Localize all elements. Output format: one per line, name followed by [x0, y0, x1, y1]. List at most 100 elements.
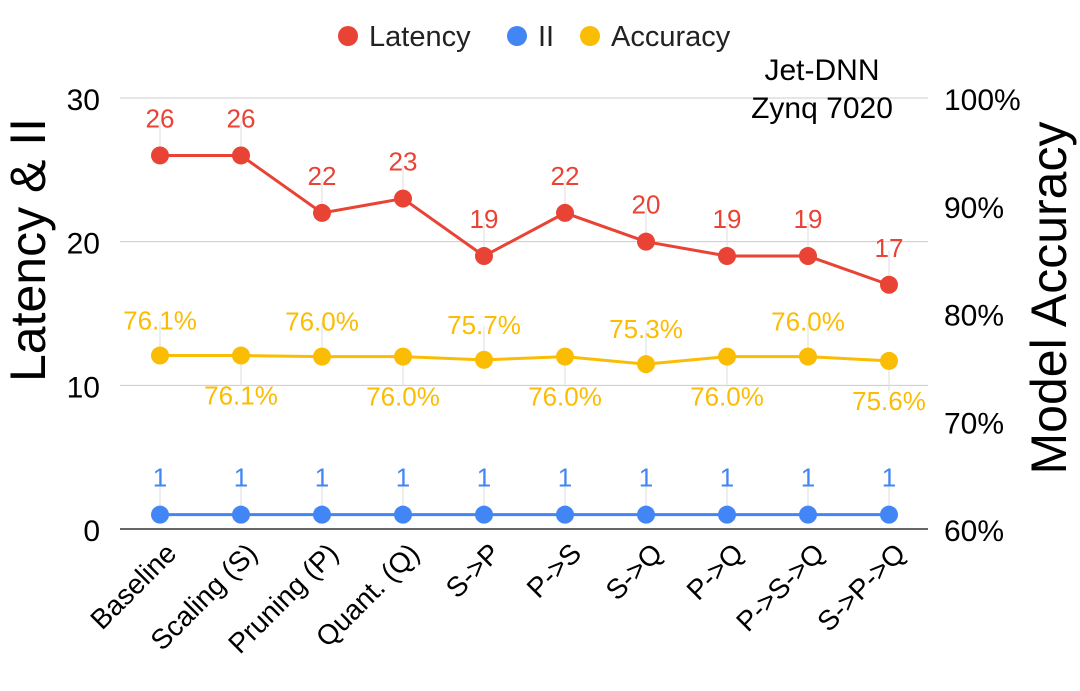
- y-right-tick-label: 60%: [944, 515, 1004, 548]
- data-label: 75.7%: [447, 310, 521, 340]
- series-latency: [151, 121, 898, 294]
- data-point: [475, 505, 493, 524]
- data-point: [880, 351, 898, 370]
- y-right-tick-label: 70%: [944, 407, 1004, 440]
- data-point: [718, 347, 736, 366]
- data-point: [232, 146, 250, 165]
- data-label: 1: [882, 463, 896, 493]
- y-right-tick-label: 90%: [944, 192, 1004, 225]
- series-line: [160, 153, 890, 287]
- legend-label: II: [538, 21, 554, 53]
- data-label: 1: [153, 463, 167, 493]
- data-label: 19: [713, 204, 742, 234]
- data-label: 1: [315, 463, 329, 493]
- data-point: [799, 247, 817, 266]
- data-point: [556, 347, 574, 366]
- data-label: 22: [308, 161, 337, 191]
- data-label: 1: [639, 463, 653, 493]
- y-right-tick-label: 100%: [944, 84, 1021, 117]
- y-axis-title-left: Latency & II: [0, 118, 56, 382]
- legend-marker: [507, 26, 527, 46]
- data-point: [394, 189, 412, 208]
- gridlines: [120, 97, 928, 530]
- data-label: 1: [234, 463, 248, 493]
- annotation-line-2: Zynq 7020: [751, 92, 893, 125]
- y-left-tick-label: 10: [67, 371, 100, 404]
- category-label: P->Q: [681, 537, 750, 606]
- category-label: P->S: [521, 537, 587, 603]
- y-right-tick-label: 80%: [944, 300, 1004, 333]
- y-left-tick-label: 0: [83, 515, 100, 548]
- data-point: [718, 247, 736, 266]
- data-point: [718, 505, 736, 524]
- data-point: [151, 146, 169, 165]
- category-label: S->Q: [600, 537, 669, 606]
- data-point: [799, 505, 817, 524]
- data-point: [880, 505, 898, 524]
- series-line: [160, 354, 890, 366]
- data-label: 75.6%: [852, 386, 926, 416]
- data-point: [313, 505, 331, 524]
- data-label: 76.1%: [204, 381, 278, 411]
- y-left-tick-label: 30: [67, 84, 100, 117]
- data-label: 76.0%: [690, 382, 764, 412]
- data-label: 75.3%: [609, 314, 683, 344]
- data-point: [637, 505, 655, 524]
- legend-label: Latency: [369, 21, 471, 53]
- axis-ticks: 0 10 20 30 60% 70% 80% 90% 100%: [67, 84, 1021, 548]
- series-accuracy: [151, 321, 898, 391]
- data-label: 76.1%: [123, 306, 197, 336]
- data-label: 76.0%: [285, 307, 359, 337]
- legend-item-accuracy: Accuracy: [580, 21, 731, 53]
- data-label: 20: [632, 190, 661, 220]
- series-layer: [151, 121, 898, 524]
- category-label: P->S->Q: [730, 537, 830, 637]
- series-ii: [151, 480, 898, 524]
- legend-item-ii: II: [507, 21, 554, 53]
- data-labels: 26 26 22 23 19 22 20 19 19 17 1 1 1 1 1 1 1 1 1 1 76.1% 76.1%…: [123, 103, 926, 492]
- data-point: [151, 505, 169, 524]
- data-point: [637, 355, 655, 374]
- data-label: 1: [720, 463, 734, 493]
- data-point: [556, 505, 574, 524]
- data-point: [151, 346, 169, 365]
- data-point: [394, 505, 412, 524]
- data-point: [313, 203, 331, 222]
- data-point: [475, 350, 493, 369]
- data-label: 76.0%: [771, 307, 845, 337]
- category-label: S->P: [440, 537, 506, 603]
- data-point: [475, 247, 493, 266]
- data-label: 19: [794, 204, 823, 234]
- data-point: [232, 346, 250, 365]
- data-label: 1: [396, 463, 410, 493]
- legend-item-latency: Latency: [338, 21, 471, 53]
- data-label: 1: [558, 463, 572, 493]
- legend-label: Accuracy: [611, 21, 731, 53]
- data-point: [556, 203, 574, 222]
- data-label: 1: [477, 463, 491, 493]
- data-label: 1: [801, 463, 815, 493]
- category-label: S->P->Q: [811, 537, 911, 637]
- data-point: [313, 347, 331, 366]
- data-label: 26: [227, 103, 256, 133]
- data-label: 23: [389, 147, 418, 177]
- annotation-line-1: Jet-DNN: [764, 54, 879, 87]
- data-point: [394, 347, 412, 366]
- data-label: 76.0%: [366, 382, 440, 412]
- data-point: [232, 505, 250, 524]
- data-point: [880, 275, 898, 294]
- legend-marker: [338, 26, 358, 46]
- data-label: 22: [551, 161, 580, 191]
- y-axis-title-right: Model Accuracy: [1021, 122, 1077, 475]
- data-label: 26: [146, 103, 175, 133]
- y-left-tick-label: 20: [67, 228, 100, 261]
- data-label: 17: [875, 233, 904, 263]
- data-point: [637, 232, 655, 251]
- legend: Latency II Accuracy: [338, 21, 731, 53]
- data-point: [799, 347, 817, 366]
- legend-marker: [580, 26, 600, 46]
- data-label: 19: [470, 204, 499, 234]
- data-label: 76.0%: [528, 382, 602, 412]
